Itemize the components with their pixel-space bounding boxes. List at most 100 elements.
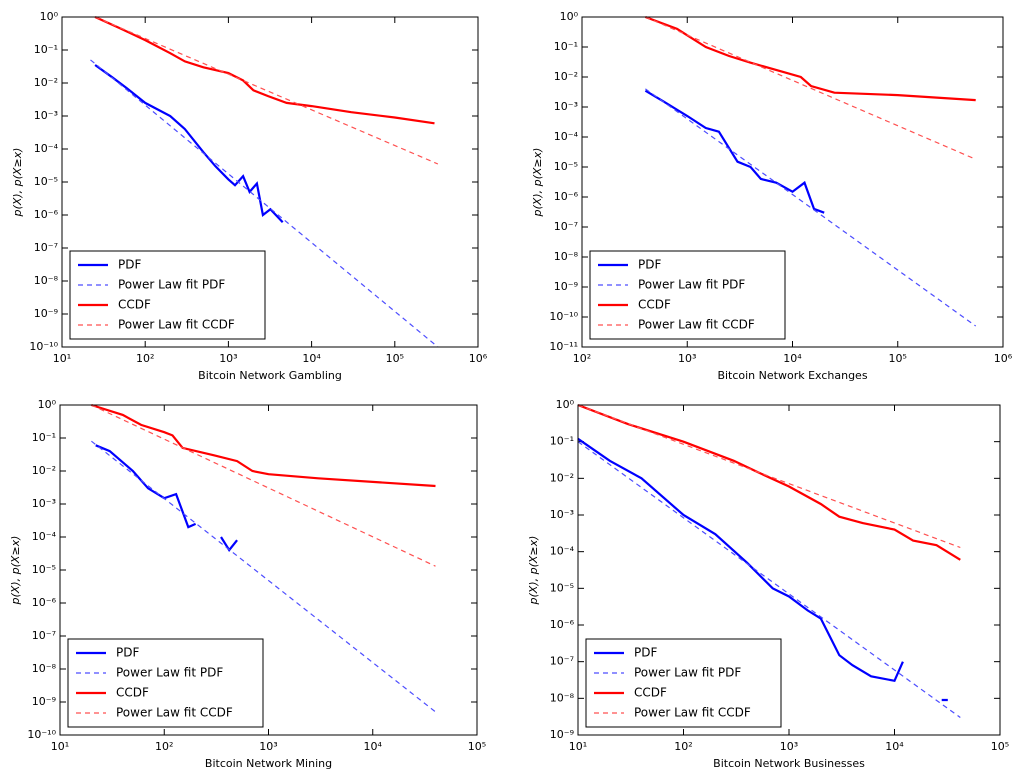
legend-label: Power Law fit PDF xyxy=(118,278,225,292)
axes-frame xyxy=(577,404,1001,736)
x-tick-label: 10⁴ xyxy=(783,352,802,365)
x-tick-label: 10⁴ xyxy=(885,740,904,753)
legend: PDF Power Law fit PDF CCDF Power Law fit CC… xyxy=(589,250,786,340)
x-tick-label: 10⁵ xyxy=(889,352,907,365)
y-tick-label: 10⁻⁷ xyxy=(34,241,58,254)
y-tick-label: 10⁻¹⁰ xyxy=(27,728,56,741)
legend-label: CCDF xyxy=(638,298,671,312)
y-tick-label: 10⁰ xyxy=(556,398,575,411)
y-tick-label: 10⁻⁷ xyxy=(550,655,574,668)
legend: PDF Power Law fit PDF CCDF Power Law fit CC… xyxy=(67,638,264,728)
y-tick-label: 10⁰ xyxy=(560,10,579,23)
y-axis-label: p(X), p(X≥x) xyxy=(531,148,544,218)
y-tick-label: 10⁻¹ xyxy=(550,435,574,448)
x-tick-label: 10⁵ xyxy=(386,352,404,365)
x-tick-label: 10² xyxy=(573,352,591,365)
legend-label: CCDF xyxy=(118,298,151,312)
subplot: 10¹ 10² 10³ 10⁴ 10⁵ 10⁻⁹ 10⁻⁸ 10⁻⁷ 10⁻⁶ 10⁻⁵ 10⁻⁴ 1… xyxy=(527,398,1009,770)
y-tick-label: 10⁻³ xyxy=(32,497,56,510)
y-axis-label: p(X), p(X≥x) xyxy=(9,536,22,606)
y-tick-label: 10⁻⁴ xyxy=(32,530,57,543)
y-tick-label: 10⁻⁹ xyxy=(554,280,578,293)
series-line xyxy=(577,404,961,549)
series-line xyxy=(91,403,436,488)
series-line xyxy=(645,15,976,102)
y-tick-label: 10⁰ xyxy=(38,398,57,411)
legend-label: Power Law fit PDF xyxy=(116,666,223,680)
series-line xyxy=(577,437,948,702)
y-tick-label: 10⁻¹ xyxy=(32,431,56,444)
x-tick-label: 10³ xyxy=(678,352,696,365)
x-tick-label: 10⁵ xyxy=(468,740,486,753)
y-tick-label: 10⁻⁹ xyxy=(34,307,58,320)
y-tick-label: 10⁻⁸ xyxy=(34,274,59,287)
y-tick-label: 10⁻⁸ xyxy=(554,250,579,263)
y-tick-label: 10⁻⁴ xyxy=(34,142,59,155)
legend-label: PDF xyxy=(638,258,661,272)
legend-label: Power Law fit PDF xyxy=(638,278,745,292)
series-line xyxy=(577,403,961,561)
x-tick-label: 10² xyxy=(674,740,692,753)
legend-label: Power Law fit PDF xyxy=(634,666,741,680)
legend-label: CCDF xyxy=(116,686,149,700)
legend-label: Power Law fit CCDF xyxy=(638,318,755,332)
x-tick-label: 10³ xyxy=(780,740,798,753)
y-tick-label: 10⁻¹¹ xyxy=(549,340,578,353)
series-line xyxy=(645,88,977,327)
y-tick-label: 10⁻⁵ xyxy=(34,175,58,188)
x-tick-label: 10³ xyxy=(259,740,277,753)
y-tick-label: 10⁻⁷ xyxy=(554,220,578,233)
y-tick-label: 10⁻¹⁰ xyxy=(29,340,58,353)
y-tick-label: 10⁻³ xyxy=(550,508,574,521)
axes-frame xyxy=(581,16,1004,348)
y-tick-label: 10⁻⁵ xyxy=(32,563,56,576)
y-axis-label: p(X), p(X≥x) xyxy=(527,536,540,606)
y-tick-label: 10⁻⁵ xyxy=(550,581,574,594)
y-tick-label: 10⁻⁷ xyxy=(32,629,56,642)
y-tick-label: 10⁻¹⁰ xyxy=(549,310,578,323)
axes-frame xyxy=(61,16,479,348)
y-tick-label: 10⁻⁸ xyxy=(550,691,575,704)
x-tick-label: 10¹ xyxy=(53,352,71,365)
y-tick-label: 10⁻² xyxy=(554,70,578,83)
y-tick-label: 10⁻⁹ xyxy=(550,728,574,741)
x-axis-label: Bitcoin Network Mining xyxy=(205,757,332,770)
series-line xyxy=(94,16,439,165)
x-tick-label: 10⁴ xyxy=(364,740,383,753)
series-line xyxy=(644,89,825,214)
x-tick-label: 10³ xyxy=(219,352,237,365)
x-tick-label: 10¹ xyxy=(51,740,69,753)
x-tick-label: 10⁴ xyxy=(302,352,321,365)
y-tick-label: 10⁰ xyxy=(40,10,59,23)
y-tick-label: 10⁻⁴ xyxy=(550,545,575,558)
subplot: 10¹ 10² 10³ 10⁴ 10⁵ 10⁻¹⁰ 10⁻⁹ 10⁻⁸ 10⁻⁷ 10⁻⁶ 10⁻⁵… xyxy=(9,398,486,770)
x-tick-label: 10⁵ xyxy=(991,740,1009,753)
series-line xyxy=(91,404,436,567)
y-tick-label: 10⁻⁶ xyxy=(550,618,575,631)
subplot: 10² 10³ 10⁴ 10⁵ 10⁶ 10⁻¹¹ 10⁻¹⁰ 10⁻⁹ 10⁻⁸ 10⁻⁷ 10⁻… xyxy=(531,10,1013,382)
y-tick-label: 10⁻⁵ xyxy=(554,160,578,173)
x-tick-label: 10⁶ xyxy=(994,352,1013,365)
x-axis-label: Bitcoin Network Exchanges xyxy=(717,369,867,382)
y-tick-label: 10⁻¹ xyxy=(554,40,578,53)
series-line xyxy=(577,441,961,718)
y-tick-label: 10⁻² xyxy=(32,464,56,477)
series-line xyxy=(645,16,976,160)
series-line xyxy=(90,59,439,348)
legend-box xyxy=(585,638,782,728)
legend-label: PDF xyxy=(118,258,141,272)
y-tick-label: 10⁻⁶ xyxy=(554,190,579,203)
x-tick-label: 10¹ xyxy=(569,740,587,753)
y-tick-label: 10⁻⁹ xyxy=(32,695,56,708)
y-tick-label: 10⁻⁸ xyxy=(32,662,57,675)
legend-label: Power Law fit CCDF xyxy=(116,706,233,720)
axes-frame xyxy=(59,404,478,736)
x-tick-label: 10⁶ xyxy=(469,352,488,365)
legend-label: PDF xyxy=(634,646,657,660)
legend-label: Power Law fit CCDF xyxy=(118,318,235,332)
series-line xyxy=(91,440,436,713)
legend-label: CCDF xyxy=(634,686,667,700)
legend: PDF Power Law fit PDF CCDF Power Law fit CC… xyxy=(69,250,266,340)
y-tick-label: 10⁻³ xyxy=(554,100,578,113)
